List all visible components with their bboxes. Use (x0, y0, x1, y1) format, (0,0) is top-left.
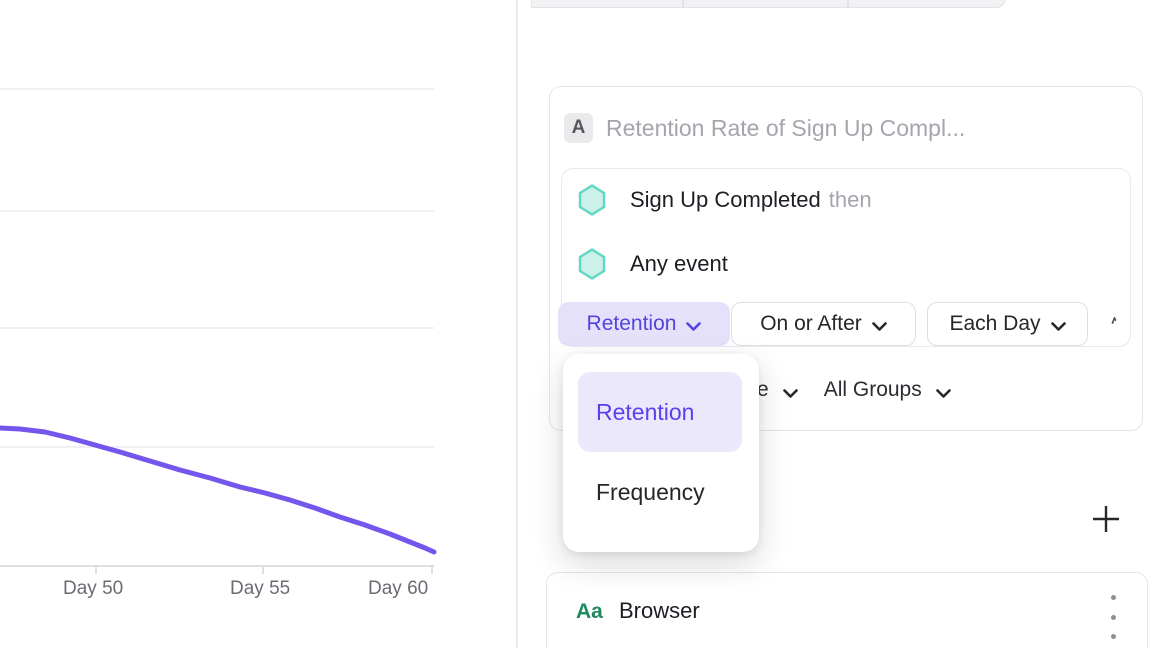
event-name: Sign Up Completed (630, 187, 821, 212)
event-row[interactable]: Sign Up Completed then (578, 184, 872, 216)
property-name: Browser (619, 598, 700, 623)
event-connector: then (828, 187, 872, 212)
property-card[interactable]: Aa Browser (546, 572, 1148, 648)
panel-divider (516, 0, 518, 648)
plus-icon (1093, 506, 1119, 532)
retention-line-chart (0, 88, 437, 574)
chevron-down-icon (1050, 313, 1066, 337)
group-by-row[interactable]: e All Groups (757, 375, 951, 405)
menu-item-frequency[interactable]: Frequency (596, 478, 705, 505)
menu-item-retention[interactable]: Retention (578, 372, 742, 452)
chevron-down-icon (782, 380, 798, 404)
series-badge: A (564, 113, 593, 143)
chevron-down-icon (935, 380, 951, 404)
granularity-dropdown-label: Each Day (949, 312, 1041, 335)
query-builder-panel: A Retention Rate of Sign Up Compl... Sig… (518, 0, 1172, 648)
x-tick-label: Day 60 (368, 578, 429, 599)
clipped-dropdown-text: e (757, 378, 769, 401)
measure-dropdown-label: Retention (586, 312, 677, 335)
event-name: Any event (630, 251, 728, 276)
metric-name-input[interactable]: Retention Rate of Sign Up Compl... (606, 115, 966, 141)
x-tick-label: Day 50 (63, 578, 124, 599)
window-dropdown[interactable]: On or After (731, 302, 916, 346)
metric-section-card: A Retention Rate of Sign Up Compl... Sig… (549, 86, 1143, 431)
tab-segment[interactable] (848, 0, 1006, 8)
event-hexagon-icon (578, 248, 606, 280)
event-hexagon-icon (578, 184, 606, 216)
measure-dropdown[interactable]: Retention (558, 302, 730, 346)
add-metric-button[interactable] (1090, 503, 1122, 535)
retention-chart-panel: Day 50 Day 55 Day 60 (0, 0, 517, 648)
kebab-menu-icon[interactable] (1101, 595, 1125, 639)
chevron-down-icon (686, 313, 702, 337)
clipped-icon-fragment (1110, 315, 1117, 333)
window-dropdown-label: On or After (760, 312, 862, 335)
text-property-icon: Aa (576, 600, 603, 623)
all-groups-dropdown[interactable]: All Groups (823, 378, 922, 401)
tab-segment[interactable] (531, 0, 683, 8)
measure-dropdown-menu: Retention Frequency (563, 354, 759, 552)
event-row[interactable]: Any event (578, 248, 736, 280)
tab-segment[interactable] (683, 0, 848, 8)
x-tick-label: Day 55 (230, 578, 291, 599)
chevron-down-icon (871, 313, 887, 337)
granularity-dropdown[interactable]: Each Day (927, 302, 1088, 346)
